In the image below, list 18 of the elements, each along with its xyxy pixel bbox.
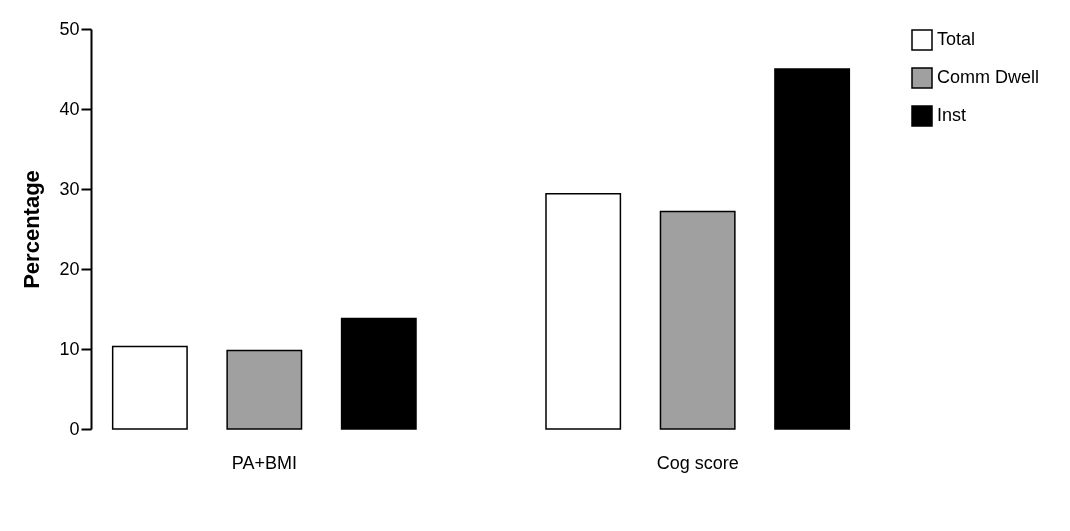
y-tick-label: 30	[59, 178, 80, 199]
y-tick-label: 50	[59, 18, 80, 39]
legend-label: Comm Dwell	[937, 67, 1040, 87]
x-tick-label: PA+BMI	[231, 452, 297, 473]
bar	[774, 68, 851, 430]
y-tick-label: 10	[59, 338, 80, 359]
x-tick-label: Cog score	[656, 452, 739, 473]
y-axis-title: Percentage	[19, 170, 45, 289]
bar	[659, 210, 736, 430]
y-tick-label: 0	[69, 418, 80, 439]
y-tick-label: 20	[59, 258, 80, 279]
y-tick-label: 40	[59, 98, 80, 119]
bar	[111, 345, 188, 430]
legend-label: Inst	[937, 105, 967, 125]
bar	[545, 193, 622, 430]
bar	[226, 349, 303, 430]
legend-label: Total	[937, 29, 976, 49]
bar	[340, 317, 417, 430]
